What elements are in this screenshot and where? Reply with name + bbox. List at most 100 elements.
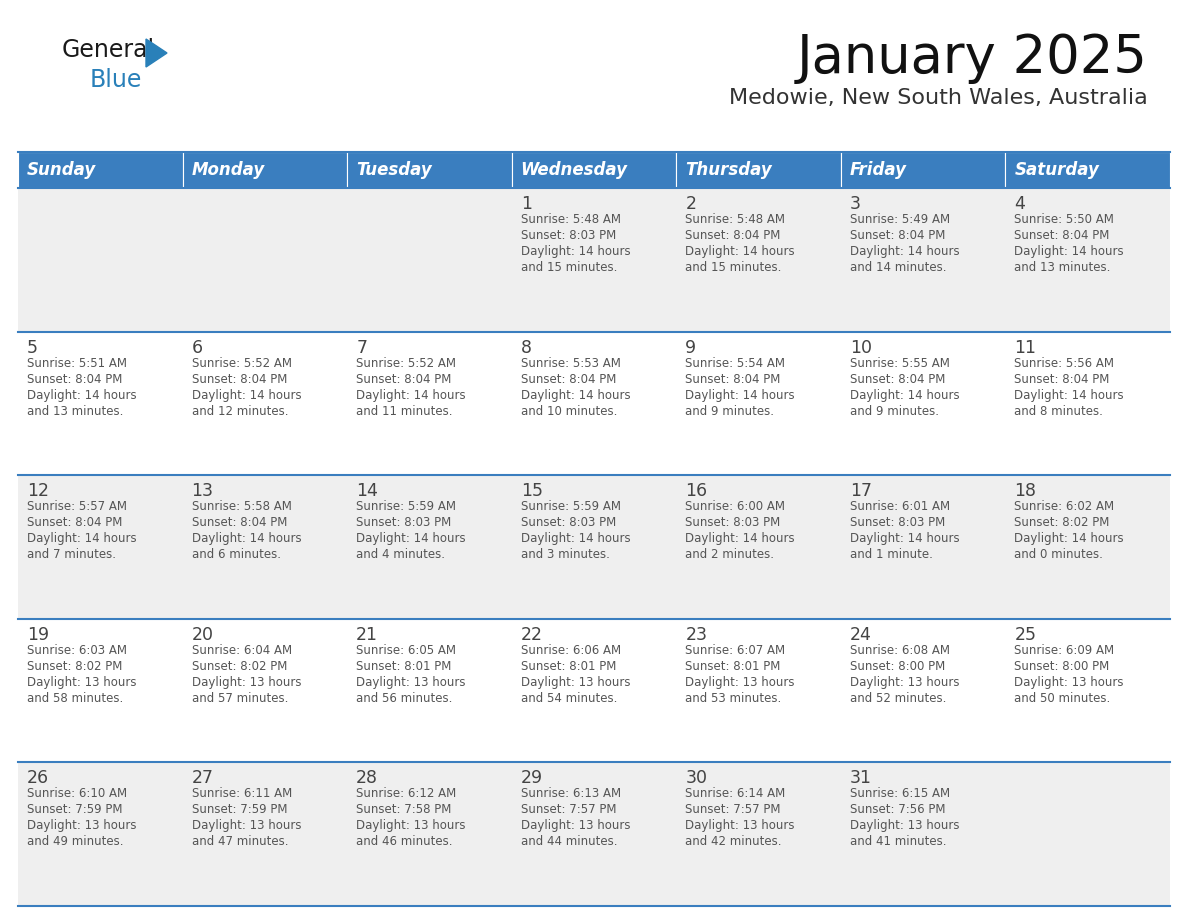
Text: Sunset: 7:57 PM: Sunset: 7:57 PM	[685, 803, 781, 816]
Bar	[183, 152, 347, 188]
Text: Daylight: 14 hours: Daylight: 14 hours	[849, 532, 960, 545]
Text: Sunday: Sunday	[27, 161, 96, 179]
Text: and 9 minutes.: and 9 minutes.	[685, 405, 775, 418]
Text: 4: 4	[1015, 195, 1025, 213]
Text: Medowie, New South Wales, Australia: Medowie, New South Wales, Australia	[729, 88, 1148, 108]
Text: Sunrise: 5:55 AM: Sunrise: 5:55 AM	[849, 356, 949, 370]
Text: Daylight: 14 hours: Daylight: 14 hours	[27, 388, 137, 401]
Text: Daylight: 13 hours: Daylight: 13 hours	[191, 820, 301, 833]
Text: and 13 minutes.: and 13 minutes.	[1015, 261, 1111, 274]
Text: 14: 14	[356, 482, 378, 500]
Text: Sunrise: 6:02 AM: Sunrise: 6:02 AM	[1015, 500, 1114, 513]
Text: and 3 minutes.: and 3 minutes.	[520, 548, 609, 561]
Bar	[18, 619, 1170, 763]
Bar	[512, 152, 676, 188]
Text: Daylight: 13 hours: Daylight: 13 hours	[191, 676, 301, 688]
Text: Sunset: 7:59 PM: Sunset: 7:59 PM	[27, 803, 122, 816]
Text: Sunrise: 5:53 AM: Sunrise: 5:53 AM	[520, 356, 620, 370]
Text: 18: 18	[1015, 482, 1036, 500]
Text: Sunset: 8:04 PM: Sunset: 8:04 PM	[191, 373, 287, 386]
Text: Sunrise: 6:00 AM: Sunrise: 6:00 AM	[685, 500, 785, 513]
Text: 6: 6	[191, 339, 203, 356]
Text: 1: 1	[520, 195, 532, 213]
Text: 30: 30	[685, 769, 707, 788]
Text: and 49 minutes.: and 49 minutes.	[27, 835, 124, 848]
Text: Sunset: 8:03 PM: Sunset: 8:03 PM	[849, 516, 946, 529]
Text: and 52 minutes.: and 52 minutes.	[849, 692, 946, 705]
Text: 2: 2	[685, 195, 696, 213]
Text: Daylight: 14 hours: Daylight: 14 hours	[520, 388, 631, 401]
Text: Sunrise: 5:50 AM: Sunrise: 5:50 AM	[1015, 213, 1114, 226]
Text: Sunrise: 6:04 AM: Sunrise: 6:04 AM	[191, 644, 292, 656]
Text: Sunset: 8:02 PM: Sunset: 8:02 PM	[1015, 516, 1110, 529]
Text: Daylight: 13 hours: Daylight: 13 hours	[685, 676, 795, 688]
Text: Sunset: 8:04 PM: Sunset: 8:04 PM	[356, 373, 451, 386]
Text: 24: 24	[849, 626, 872, 644]
Text: Sunset: 8:04 PM: Sunset: 8:04 PM	[520, 373, 617, 386]
Bar	[676, 152, 841, 188]
Text: 21: 21	[356, 626, 378, 644]
Text: and 8 minutes.: and 8 minutes.	[1015, 405, 1104, 418]
Text: 5: 5	[27, 339, 38, 356]
Text: Daylight: 14 hours: Daylight: 14 hours	[1015, 388, 1124, 401]
Text: Daylight: 14 hours: Daylight: 14 hours	[1015, 532, 1124, 545]
Text: Sunrise: 6:05 AM: Sunrise: 6:05 AM	[356, 644, 456, 656]
Text: and 9 minutes.: and 9 minutes.	[849, 405, 939, 418]
Text: Daylight: 14 hours: Daylight: 14 hours	[27, 532, 137, 545]
Text: Sunset: 8:03 PM: Sunset: 8:03 PM	[520, 229, 615, 242]
Text: 27: 27	[191, 769, 214, 788]
Text: Monday: Monday	[191, 161, 265, 179]
Text: Sunrise: 6:12 AM: Sunrise: 6:12 AM	[356, 788, 456, 800]
Text: and 10 minutes.: and 10 minutes.	[520, 405, 617, 418]
Text: and 54 minutes.: and 54 minutes.	[520, 692, 617, 705]
Text: Sunset: 8:04 PM: Sunset: 8:04 PM	[849, 373, 946, 386]
Text: Daylight: 14 hours: Daylight: 14 hours	[356, 532, 466, 545]
Text: Daylight: 14 hours: Daylight: 14 hours	[849, 245, 960, 258]
Text: and 13 minutes.: and 13 minutes.	[27, 405, 124, 418]
Text: Sunrise: 5:51 AM: Sunrise: 5:51 AM	[27, 356, 127, 370]
Text: 25: 25	[1015, 626, 1036, 644]
Text: Sunset: 8:03 PM: Sunset: 8:03 PM	[356, 516, 451, 529]
Text: Sunrise: 6:13 AM: Sunrise: 6:13 AM	[520, 788, 621, 800]
Bar	[841, 152, 1005, 188]
Text: Thursday: Thursday	[685, 161, 772, 179]
Text: Sunset: 8:02 PM: Sunset: 8:02 PM	[27, 660, 122, 673]
Text: Sunrise: 5:48 AM: Sunrise: 5:48 AM	[520, 213, 620, 226]
Text: and 50 minutes.: and 50 minutes.	[1015, 692, 1111, 705]
Text: and 14 minutes.: and 14 minutes.	[849, 261, 947, 274]
Text: and 15 minutes.: and 15 minutes.	[685, 261, 782, 274]
Text: and 57 minutes.: and 57 minutes.	[191, 692, 287, 705]
Text: Sunrise: 6:08 AM: Sunrise: 6:08 AM	[849, 644, 950, 656]
Text: 13: 13	[191, 482, 214, 500]
Text: Sunrise: 6:09 AM: Sunrise: 6:09 AM	[1015, 644, 1114, 656]
Text: 22: 22	[520, 626, 543, 644]
Text: 10: 10	[849, 339, 872, 356]
Text: Daylight: 13 hours: Daylight: 13 hours	[27, 820, 137, 833]
Text: 15: 15	[520, 482, 543, 500]
Text: and 12 minutes.: and 12 minutes.	[191, 405, 287, 418]
Text: Daylight: 13 hours: Daylight: 13 hours	[520, 820, 630, 833]
Text: 12: 12	[27, 482, 49, 500]
Text: Daylight: 13 hours: Daylight: 13 hours	[356, 676, 466, 688]
Text: Saturday: Saturday	[1015, 161, 1099, 179]
Text: 20: 20	[191, 626, 214, 644]
Text: Sunset: 8:01 PM: Sunset: 8:01 PM	[685, 660, 781, 673]
Text: Sunrise: 6:11 AM: Sunrise: 6:11 AM	[191, 788, 292, 800]
Text: and 6 minutes.: and 6 minutes.	[191, 548, 280, 561]
Bar	[18, 152, 183, 188]
Text: Sunset: 8:03 PM: Sunset: 8:03 PM	[685, 516, 781, 529]
Text: 23: 23	[685, 626, 707, 644]
Text: Daylight: 14 hours: Daylight: 14 hours	[685, 388, 795, 401]
Bar	[18, 331, 1170, 476]
Text: Sunset: 8:03 PM: Sunset: 8:03 PM	[520, 516, 615, 529]
Text: 9: 9	[685, 339, 696, 356]
Text: Sunset: 8:00 PM: Sunset: 8:00 PM	[849, 660, 946, 673]
Text: Sunrise: 6:01 AM: Sunrise: 6:01 AM	[849, 500, 950, 513]
Text: Sunrise: 5:49 AM: Sunrise: 5:49 AM	[849, 213, 950, 226]
Text: Daylight: 14 hours: Daylight: 14 hours	[191, 388, 302, 401]
Text: and 53 minutes.: and 53 minutes.	[685, 692, 782, 705]
Text: Daylight: 14 hours: Daylight: 14 hours	[356, 388, 466, 401]
Text: Sunrise: 5:48 AM: Sunrise: 5:48 AM	[685, 213, 785, 226]
Text: Sunset: 8:00 PM: Sunset: 8:00 PM	[1015, 660, 1110, 673]
Text: Sunrise: 6:15 AM: Sunrise: 6:15 AM	[849, 788, 950, 800]
